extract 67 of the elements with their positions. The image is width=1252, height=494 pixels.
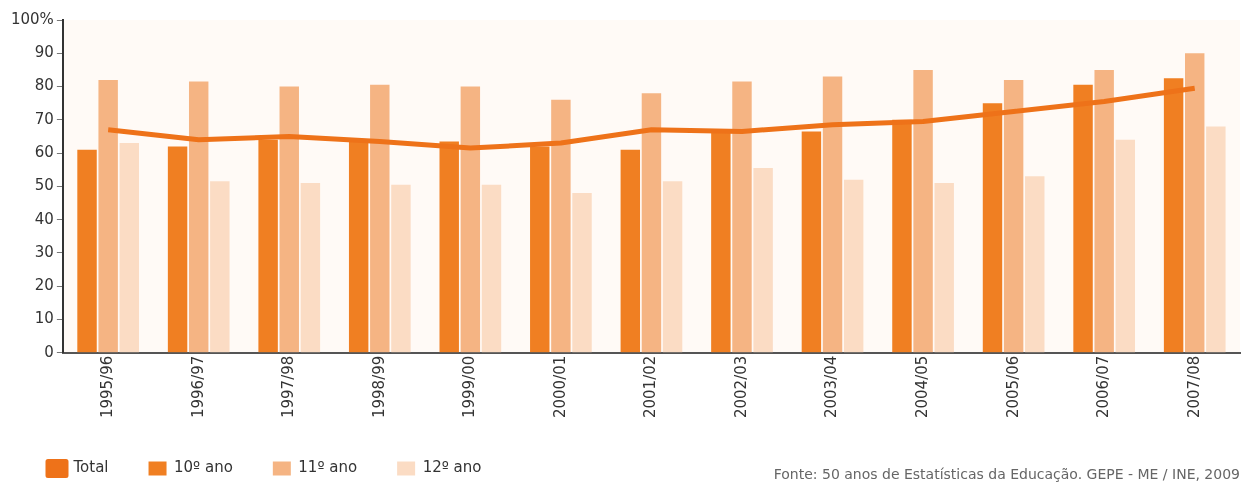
bar <box>1206 126 1226 353</box>
bar <box>258 139 278 353</box>
bar <box>711 133 731 353</box>
legend-label: 11º ano <box>298 458 358 477</box>
bar <box>279 86 299 353</box>
x-tick-label: 2006/07 <box>1094 355 1113 419</box>
bar <box>913 69 933 353</box>
bar <box>530 146 550 353</box>
bar <box>551 99 571 353</box>
legend-label: Total <box>72 458 109 477</box>
y-tick-label: 0 <box>44 342 54 361</box>
bar <box>1185 53 1205 353</box>
y-tick-label: 50 <box>34 176 54 195</box>
x-tick-label: 2004/05 <box>912 355 931 419</box>
legend-label: 10º ano <box>174 458 233 477</box>
y-tick-label: 20 <box>34 276 54 295</box>
bar <box>370 84 390 353</box>
bar <box>801 131 822 353</box>
bar <box>662 181 683 353</box>
bar <box>753 168 773 353</box>
bar <box>210 181 230 353</box>
bar <box>1115 139 1136 353</box>
bar <box>300 183 321 353</box>
bar <box>481 184 502 353</box>
bar <box>1003 79 1024 353</box>
y-tick-label: 90 <box>34 43 54 62</box>
bar <box>98 79 118 353</box>
x-tick-label: 1995/96 <box>98 355 117 419</box>
bar <box>77 149 97 353</box>
bar <box>843 179 864 353</box>
bar <box>460 86 481 353</box>
bar <box>348 139 369 353</box>
bar <box>641 93 662 353</box>
bar <box>1094 69 1114 353</box>
x-tick-label: 2007/08 <box>1184 355 1203 419</box>
x-tick-label: 2005/06 <box>1003 355 1022 419</box>
bar <box>439 141 459 353</box>
y-tick-label: 40 <box>34 209 54 228</box>
bar <box>1163 78 1184 353</box>
bar <box>732 81 752 353</box>
x-tick-label: 1998/99 <box>369 355 388 419</box>
bar <box>119 143 139 353</box>
x-tick-label: 2000/01 <box>550 355 569 419</box>
y-tick-label: 80 <box>34 76 54 95</box>
bar <box>167 146 188 353</box>
y-tick-label: 10 <box>34 309 54 328</box>
x-tick-label: 2001/02 <box>641 355 660 419</box>
bar <box>1073 84 1093 353</box>
y-tick-label: 70 <box>34 109 54 128</box>
bar <box>620 149 641 353</box>
bar <box>822 76 843 353</box>
x-tick-label: 2003/04 <box>822 355 841 419</box>
y-tick-label: 100% <box>10 9 54 28</box>
bar <box>188 81 209 353</box>
y-tick-label: 30 <box>34 242 54 261</box>
x-tick-label: 1997/98 <box>279 355 298 419</box>
x-tick-label: 2002/03 <box>731 355 750 419</box>
x-tick-label: 1996/97 <box>188 355 207 419</box>
bar <box>572 193 592 353</box>
bar <box>982 103 1003 353</box>
bar <box>391 184 411 353</box>
x-tick-label: 1999/00 <box>460 355 479 419</box>
legend-label: 12º ano <box>422 458 482 477</box>
y-tick-label: 60 <box>34 142 54 161</box>
source-note: Fonte: 50 anos de Estatísticas da Educação. GEPE - ME / INE, 2009 <box>773 465 1240 482</box>
bar <box>934 183 954 353</box>
bar <box>1025 176 1045 353</box>
